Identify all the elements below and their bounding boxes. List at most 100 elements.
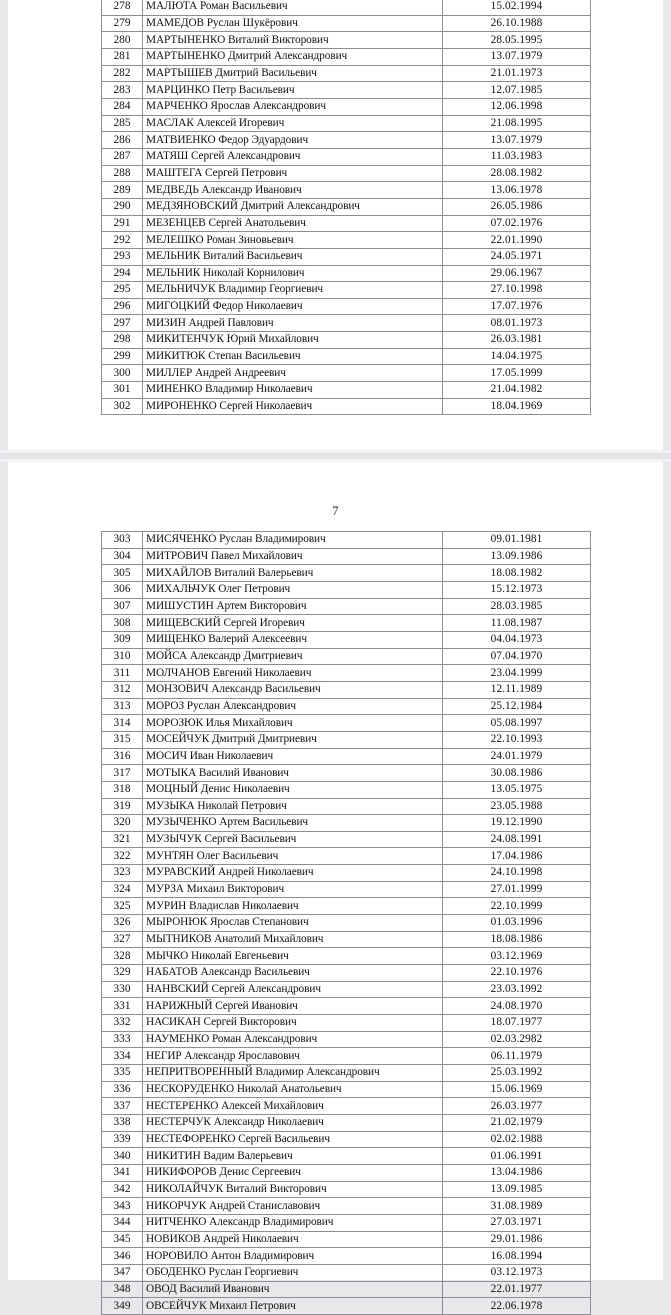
row-index-cell: 313 (101, 697, 143, 716)
row-birthdate-cell: 07.04.1970 (442, 647, 591, 666)
row-birthdate-cell: 21.01.1973 (442, 64, 591, 83)
table-row: 284 МАРЧЕНКО Ярослав Александрович 12.06.1… (101, 97, 591, 116)
row-name-cell: МИТРОВИЧ Павел Михайлович (142, 547, 443, 566)
row-birthdate-cell: 21.02.1979 (442, 1113, 591, 1132)
row-birthdate-cell: 12.06.1998 (442, 97, 591, 116)
row-index-cell: 319 (101, 797, 143, 816)
table-row: 305 МИХАЙЛОВ Виталий Валерьевич 18.08.1982 (101, 564, 591, 582)
row-name-cell: МИХАЙЛОВ Виталий Валерьевич (142, 564, 443, 582)
table-row: 318 МОЦНЫЙ Денис Николаевич 13.05.1975 (101, 780, 591, 799)
table-row: 349 ОВСЕЙЧУК Михаил Петрович 22.06.1978 (101, 1297, 591, 1315)
row-index-cell: 288 (101, 164, 143, 183)
row-birthdate-cell: 15.06.1969 (442, 1080, 591, 1099)
row-birthdate-cell: 19.12.1990 (442, 814, 591, 832)
row-name-cell: МАЛЮТА Роман Васильевич (142, 0, 443, 16)
table-row: 291 МЕЗЕНЦЕВ Сергей Анатольевич 07.02.1976 (101, 214, 591, 233)
row-name-cell: НЕСТЕРЧУК Александр Николаевич (142, 1113, 443, 1132)
table-row: 344 НИТЧЕНКО Александр Владимирович 27.03.… (101, 1213, 591, 1232)
row-birthdate-cell: 02.02.1988 (442, 1130, 591, 1149)
row-birthdate-cell: 13.06.1978 (442, 181, 591, 199)
table-row: 343 НИКОРЧУК Андрей Станиславович 31.08.19… (101, 1197, 591, 1215)
row-birthdate-cell: 29.01.1986 (442, 1230, 591, 1249)
table-row: 337 НЕСТЕРЕНКО Алексей Михайлович 26.03.19… (101, 1097, 591, 1115)
row-name-cell: МУРИН Владислав Николаевич (142, 897, 443, 916)
table-row: 332 НАСИКАН Сергей Викторович 18.07.1977 (101, 1014, 591, 1032)
row-birthdate-cell: 13.05.1975 (442, 780, 591, 799)
table-row: 306 МИХАЛЬЧУК Олег Петрович 15.12.1973 (101, 580, 591, 599)
row-birthdate-cell: 09.01.1981 (442, 531, 591, 549)
row-birthdate-cell: 28.08.1982 (442, 164, 591, 183)
table-row: 285 МАСЛАК Алексей Игоревич 21.08.1995 (101, 114, 591, 133)
row-name-cell: НАБАТОВ Александр Васильевич (142, 964, 443, 982)
row-birthdate-cell: 08.01.1973 (442, 314, 591, 333)
table-row: 346 НОРОВИЛО Антон Владимирович 16.08.1994 (101, 1247, 591, 1265)
row-name-cell: НИКИТИН Вадим Валерьевич (142, 1147, 443, 1165)
page-separator (0, 450, 671, 462)
row-birthdate-cell: 25.12.1984 (442, 697, 591, 716)
table-row: 319 МУЗЫКА Николай Петрович 23.05.1988 (101, 797, 591, 816)
row-index-cell: 316 (101, 747, 143, 766)
table-row: 329 НАБАТОВ Александр Васильевич 22.10.197… (101, 964, 591, 982)
row-birthdate-cell: 23.04.1999 (442, 664, 591, 682)
row-index-cell: 330 (101, 980, 143, 999)
table-row: 331 НАРИЖНЫЙ Сергей Иванович 24.08.1970 (101, 997, 591, 1016)
row-index-cell: 286 (101, 131, 143, 149)
table-row: 341 НИКИФОРОВ Денис Сергеевич 13.04.1986 (101, 1163, 591, 1182)
row-index-cell: 292 (101, 231, 143, 249)
document-page-1: 278 МАЛЮТА Роман Васильевич 15.02.1994 279 М… (8, 0, 663, 450)
row-name-cell: МИГОЦКИЙ Федор Николаевич (142, 297, 443, 316)
table-row: 320 МУЗЫЧЕНКО Артем Васильевич 19.12.1990 (101, 814, 591, 832)
row-birthdate-cell: 13.09.1985 (442, 1180, 591, 1199)
row-name-cell: МУЗЫЧЕНКО Артем Васильевич (142, 814, 443, 832)
row-name-cell: МАРТЫНЕНКО Виталий Викторович (142, 31, 443, 49)
row-birthdate-cell: 24.01.1979 (442, 747, 591, 766)
row-index-cell: 296 (101, 297, 143, 316)
row-birthdate-cell: 23.03.1992 (442, 980, 591, 999)
row-birthdate-cell: 18.07.1977 (442, 1014, 591, 1032)
row-birthdate-cell: 06.11.1979 (442, 1047, 591, 1065)
row-name-cell: НЕСКОРУДЕНКО Николай Анатольевич (142, 1080, 443, 1099)
row-name-cell: НАСИКАН Сергей Викторович (142, 1014, 443, 1032)
table-row: 348 ОВОД Василий Иванович 22.01.1977 (101, 1280, 591, 1299)
row-name-cell: МИХАЛЬЧУК Олег Петрович (142, 580, 443, 599)
row-index-cell: 300 (101, 364, 143, 383)
row-name-cell: МИЗИН Андрей Павлович (142, 314, 443, 333)
table-row: 302 МИРОНЕНКО Сергей Николаевич 18.04.1969 (101, 397, 591, 416)
table-row: 278 МАЛЮТА Роман Васильевич 15.02.1994 (101, 0, 591, 16)
row-birthdate-cell: 02.03.2982 (442, 1030, 591, 1049)
row-index-cell: 337 (101, 1097, 143, 1115)
table-row: 328 МЫЧКО Николай Евгеньевич 03.12.1969 (101, 947, 591, 966)
row-birthdate-cell: 22.06.1978 (442, 1297, 591, 1315)
page-separator-highlight-top (0, 450, 671, 453)
row-birthdate-cell: 11.03.1983 (442, 147, 591, 166)
table-row: 297 МИЗИН Андрей Павлович 08.01.1973 (101, 314, 591, 333)
row-birthdate-cell: 04.04.1973 (442, 630, 591, 649)
row-index-cell: 279 (101, 14, 143, 33)
row-index-cell: 347 (101, 1263, 143, 1282)
row-name-cell: МИКИТЕНЧУК Юрий Михайлович (142, 331, 443, 349)
row-name-cell: МУЗЫЧУК Сергей Васильевич (142, 830, 443, 849)
row-name-cell: МАШТЕГА Сергей Петрович (142, 164, 443, 183)
row-name-cell: МОЦНЫЙ Денис Николаевич (142, 780, 443, 799)
row-index-cell: 314 (101, 714, 143, 732)
table-row: 314 МОРОЗЮК Илья Михайлович 05.08.1997 (101, 714, 591, 732)
row-index-cell: 293 (101, 247, 143, 266)
row-index-cell: 280 (101, 31, 143, 49)
row-index-cell: 331 (101, 997, 143, 1016)
row-name-cell: МОНЗОВИЧ Александр Васильевич (142, 680, 443, 699)
row-index-cell: 287 (101, 147, 143, 166)
table-row: 287 МАТЯШ Сергей Александрович 11.03.1983 (101, 147, 591, 166)
table-row: 299 МИКИТЮК Степан Васильевич 14.04.1975 (101, 347, 591, 366)
row-name-cell: ОБОДЕНКО Руслан Георгиевич (142, 1263, 443, 1282)
table-row: 312 МОНЗОВИЧ Александр Васильевич 12.11.19… (101, 680, 591, 699)
row-index-cell: 324 (101, 880, 143, 899)
row-birthdate-cell: 01.03.1996 (442, 914, 591, 932)
page-separator-highlight-bottom (0, 459, 671, 462)
row-birthdate-cell: 15.02.1994 (442, 0, 591, 16)
row-index-cell: 320 (101, 814, 143, 832)
row-index-cell: 321 (101, 830, 143, 849)
row-name-cell: МОТЫКА Василий Иванович (142, 764, 443, 782)
row-birthdate-cell: 18.04.1969 (442, 397, 591, 416)
row-name-cell: МЕЛЬНИЧУК Владимир Георгиевич (142, 281, 443, 299)
